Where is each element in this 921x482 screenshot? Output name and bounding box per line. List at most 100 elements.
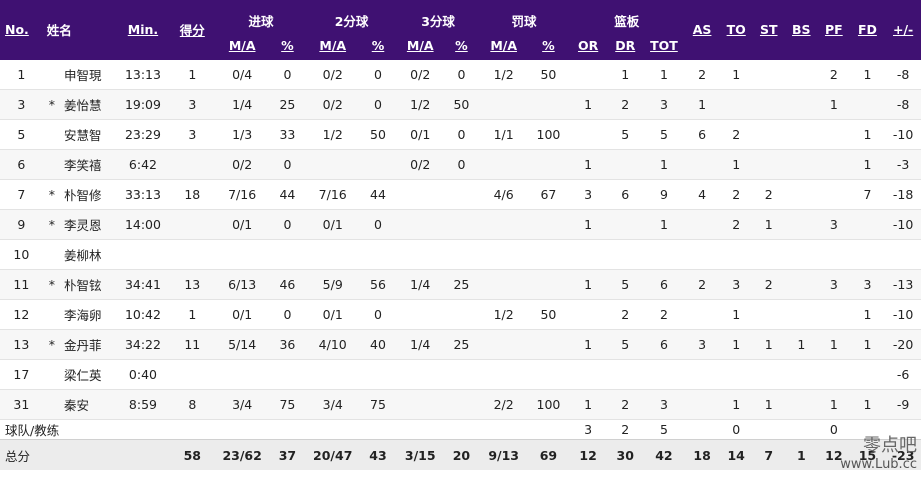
player-no: 11: [0, 269, 43, 300]
player-fg: 1/4: [215, 89, 269, 120]
col-ft-pct[interactable]: %: [528, 31, 569, 60]
total-pf: 12: [818, 439, 850, 470]
player-name[interactable]: 李笑禧: [61, 149, 118, 180]
player-pm: -10: [885, 299, 921, 330]
table-row: 9 * 李灵恩 14:00 0/1 0 0/1 0 1 1 2 1 3 -10: [0, 209, 921, 240]
player-min: 33:13: [117, 179, 169, 210]
player-p3: 1/4: [396, 329, 444, 360]
starter-mark: [42, 389, 62, 420]
player-p2: [306, 149, 360, 180]
player-p2: [306, 359, 360, 390]
col-3p-pct[interactable]: %: [443, 31, 480, 60]
table-body: 1 申智現 13:13 1 0/4 0 0/2 0 0/2 0 1/2 50 1 1 2 1 2 1 -8 3 * 姜怡慧…: [0, 60, 921, 470]
total-fd: 15: [849, 439, 886, 470]
player-fd: [849, 359, 886, 390]
player-st: 1: [752, 329, 785, 360]
total-st: 7: [752, 439, 785, 470]
player-p2: 0/2: [306, 89, 360, 120]
player-name[interactable]: 李灵恩: [61, 209, 118, 240]
player-p3: 0/1: [396, 119, 444, 150]
player-name[interactable]: 安慧智: [61, 119, 118, 150]
player-pf: 1: [818, 329, 850, 360]
table-row: 6 李笑禧 6:42 0/2 0 0/2 0 1 1 1 1 -3: [0, 149, 921, 180]
player-or: 1: [568, 389, 608, 420]
col-tot[interactable]: TOT: [643, 31, 685, 60]
player-st: 2: [752, 269, 785, 300]
player-dr: 2: [607, 389, 644, 420]
player-pf: [818, 149, 850, 180]
player-no: 3: [0, 89, 43, 120]
player-to: 1: [719, 60, 753, 90]
col-as[interactable]: AS: [684, 0, 720, 60]
player-fg: [215, 239, 269, 270]
player-as: [684, 209, 720, 240]
player-name[interactable]: 金丹菲: [61, 329, 118, 360]
team-tot: 5: [659, 422, 668, 437]
player-name[interactable]: 申智現: [61, 60, 118, 90]
player-fgp: 0: [268, 209, 307, 240]
player-min: 8:59: [117, 389, 169, 420]
player-as: 3: [684, 329, 720, 360]
player-p2p: 0: [359, 209, 397, 240]
player-p2: 7/16: [306, 179, 360, 210]
col-fd[interactable]: FD: [849, 0, 886, 60]
col-or[interactable]: OR: [568, 31, 608, 60]
player-name[interactable]: 秦安: [61, 389, 118, 420]
player-fd: 3: [849, 269, 886, 300]
table-row: 7 * 朴智修 33:13 18 7/16 44 7/16 44 4/6 67 3 6 9 4 2 2 7 -18: [0, 179, 921, 210]
player-to: 2: [719, 179, 753, 210]
player-as: 1: [684, 89, 720, 120]
player-fd: 1: [849, 389, 886, 420]
player-tot: 6: [643, 269, 685, 300]
col-2p-ma[interactable]: M/A: [306, 31, 360, 60]
player-p3p: 0: [443, 60, 480, 90]
player-p3: [396, 209, 444, 240]
col-bs[interactable]: BS: [784, 0, 819, 60]
col-2p-pct[interactable]: %: [359, 31, 397, 60]
group-ft: 罚球: [479, 0, 569, 31]
player-st: [752, 119, 785, 150]
player-p2p: [359, 149, 397, 180]
player-p3: [396, 299, 444, 330]
col-ft-ma[interactable]: M/A: [479, 31, 529, 60]
col-pts[interactable]: 得分: [168, 0, 216, 60]
player-fgp: [268, 359, 307, 390]
total-to: 14: [719, 439, 753, 470]
player-p2: 5/9: [306, 269, 360, 300]
player-ftp: [528, 209, 569, 240]
player-tot: 1: [643, 149, 685, 180]
col-st[interactable]: ST: [752, 0, 785, 60]
col-dr[interactable]: DR: [607, 31, 644, 60]
player-name[interactable]: 姜怡慧: [61, 89, 118, 120]
player-name[interactable]: 朴智铉: [61, 269, 118, 300]
player-name[interactable]: 朴智修: [61, 179, 118, 210]
player-fg: [215, 359, 269, 390]
col-fg-pct[interactable]: %: [268, 31, 307, 60]
starter-mark: [42, 60, 62, 90]
col-name[interactable]: 姓名: [42, 0, 118, 60]
player-no: 1: [0, 60, 43, 90]
player-fd: [849, 89, 886, 120]
col-3p-ma[interactable]: M/A: [396, 31, 444, 60]
player-p2p: 50: [359, 119, 397, 150]
col-pf[interactable]: PF: [818, 0, 850, 60]
player-ft: [479, 359, 529, 390]
player-name[interactable]: 梁仁英: [61, 359, 118, 390]
player-pts: [168, 239, 216, 270]
player-p2: 0/2: [306, 60, 360, 90]
player-ft: [479, 329, 529, 360]
player-name[interactable]: 姜柳林: [61, 239, 118, 270]
player-name[interactable]: 李海卵: [61, 299, 118, 330]
player-p3p: 25: [443, 269, 480, 300]
player-pts: 18: [168, 179, 216, 210]
player-dr: 2: [607, 89, 644, 120]
col-plus-minus[interactable]: +/-: [885, 0, 921, 60]
col-to[interactable]: TO: [719, 0, 753, 60]
player-pm: -18: [885, 179, 921, 210]
group-2p: 2分球: [306, 0, 397, 31]
col-min[interactable]: Min.: [117, 0, 169, 60]
col-no[interactable]: No.: [0, 0, 43, 60]
total-row: 总分 58 23/62 37 20/47 43 3/15 20 9/13 69 …: [0, 439, 921, 470]
player-pts: 3: [168, 119, 216, 150]
col-fg-ma[interactable]: M/A: [215, 31, 269, 60]
